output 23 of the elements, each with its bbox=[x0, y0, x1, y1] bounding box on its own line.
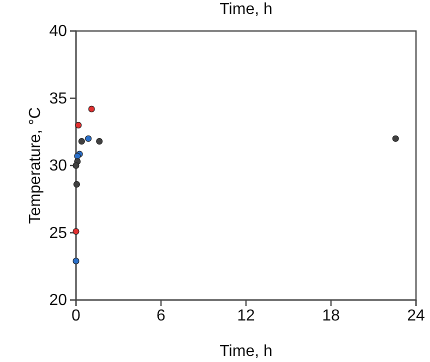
point bbox=[75, 122, 82, 128]
point bbox=[78, 138, 85, 145]
x-tick-label: 18 bbox=[322, 307, 340, 324]
y-tick-label: 30 bbox=[49, 158, 68, 175]
x-axis-title: Time, h bbox=[220, 343, 272, 360]
y-tick-label: 25 bbox=[49, 224, 68, 242]
point bbox=[392, 135, 399, 142]
point bbox=[72, 228, 80, 235]
point bbox=[73, 181, 80, 188]
y-axis-title: Temperature, °C bbox=[27, 107, 44, 224]
text: Time, h bbox=[220, 1, 272, 18]
point bbox=[85, 135, 92, 142]
point bbox=[96, 138, 103, 145]
point bbox=[72, 162, 80, 169]
x-tick-label: 0 bbox=[72, 307, 81, 324]
point bbox=[88, 106, 95, 112]
x-tick-label: 6 bbox=[156, 307, 166, 324]
y-tick-label: 35 bbox=[49, 90, 68, 108]
y-tick-label: 20 bbox=[49, 292, 68, 310]
x-tick-label: 12 bbox=[237, 307, 255, 324]
x-tick-label: 24 bbox=[407, 307, 425, 324]
y-tick-label: 40 bbox=[49, 23, 68, 40]
point bbox=[72, 258, 80, 264]
